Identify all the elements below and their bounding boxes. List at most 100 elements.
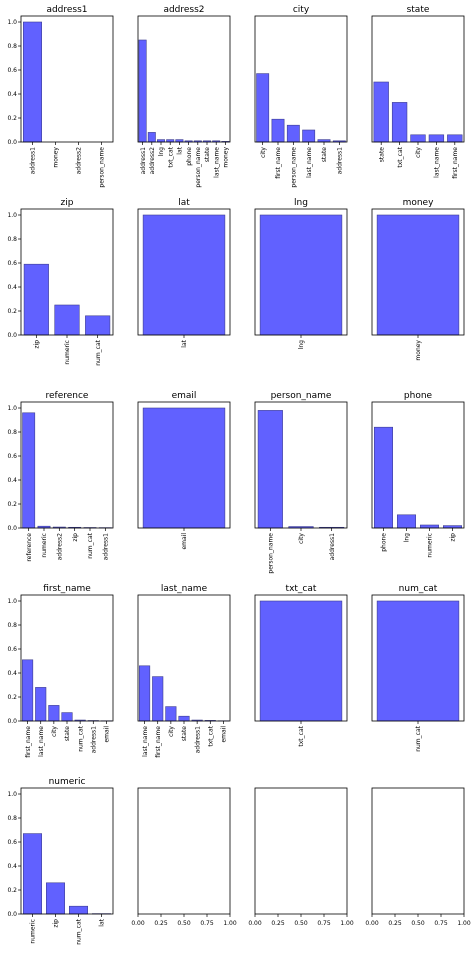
x-tick-label: txt_cat: [167, 146, 174, 167]
subplot-title: numeric: [49, 777, 86, 787]
y-tick-label: 1.0: [7, 212, 17, 219]
x-tick-label: address1: [140, 147, 147, 175]
x-tick-label: numeric: [41, 533, 48, 558]
bar-city: [48, 705, 60, 722]
bar-numeric: [419, 524, 439, 529]
x-tick-label: 0.50: [294, 920, 308, 927]
x-tick-label: state: [204, 147, 211, 163]
x-tick-label: city: [168, 726, 175, 737]
plot-frame: [254, 594, 348, 722]
x-tick-label: lng: [158, 147, 165, 156]
x-tick-label: reference: [26, 533, 33, 562]
subplot-state: state state txt_cat city last_name first_name: [371, 5, 465, 179]
bar-zip: [23, 263, 49, 336]
bar-last_name: [139, 665, 151, 722]
plot-frame: [20, 208, 114, 336]
plot-frame: [137, 208, 231, 336]
x-tick-label: num_cat: [415, 725, 422, 751]
x-tick-label: address2: [149, 147, 156, 175]
subplot-money: money money: [371, 198, 465, 361]
subplot-txt_cat: txt_cat txt_cat: [254, 584, 348, 747]
bar-last_name: [428, 134, 445, 143]
x-tick-label: city: [51, 726, 58, 737]
bar-first_name: [271, 118, 285, 143]
x-tick-label: txt_cat: [207, 725, 214, 746]
bar-email: [142, 407, 226, 529]
x-tick-label: email: [181, 533, 188, 550]
x-tick-label: 0.00: [131, 920, 145, 927]
bar-reference: [22, 412, 36, 529]
x-tick-label: zip: [53, 919, 60, 928]
x-tick-label: state: [64, 726, 71, 742]
subplot-email: email email: [137, 391, 231, 550]
x-tick-label: 0.75: [434, 920, 448, 927]
plot-frame: [20, 594, 114, 722]
x-tick-label: 1.00: [340, 920, 354, 927]
x-tick-label: city: [415, 147, 422, 158]
subplot-empty-17: 0.00 0.25 0.50 0.75 1.00: [131, 787, 237, 927]
x-tick-label: txt_cat: [397, 146, 404, 167]
subplot-phone: phone phone lng numeric zip: [371, 391, 465, 558]
x-tick-label: lng: [298, 340, 305, 349]
subplot-empty-19: 0.00 0.25 0.50 0.75 1.00: [365, 787, 471, 927]
x-tick-label: last_name: [142, 726, 149, 757]
subplot-city: city city first_name person_name last_name st…: [254, 5, 348, 188]
x-tick-label: person_name: [99, 147, 106, 188]
x-tick-label: num_cat: [77, 725, 84, 751]
y-tick-label: 0.4: [7, 284, 17, 291]
bar-last_name: [35, 687, 47, 722]
x-tick-label: address2: [57, 533, 64, 561]
x-tick-label: last_name: [38, 726, 45, 757]
x-tick-label: 0.75: [200, 920, 214, 927]
bar-city: [256, 73, 270, 143]
subplot-title: reference: [46, 391, 89, 401]
y-tick-label: 0.2: [7, 887, 17, 894]
bar-numeric: [22, 833, 42, 915]
y-tick-label: 1.0: [7, 598, 17, 605]
y-tick-label: 1.0: [7, 791, 17, 798]
subplot-title: address1: [46, 5, 87, 15]
y-tick-label: 0.4: [7, 863, 17, 870]
x-tick-label: address1: [194, 726, 201, 754]
subplot-lng: lng lng: [254, 198, 348, 349]
bar-txt_cat: [391, 102, 408, 143]
x-tick-label: state: [321, 147, 328, 163]
subplot-title: lat: [178, 198, 190, 208]
x-tick-label: 0.25: [388, 920, 402, 927]
x-tick-label: money: [223, 147, 230, 168]
plot-frame: [254, 208, 348, 336]
subplot-title: state: [407, 5, 430, 15]
subplot-title: city: [293, 5, 310, 15]
bar-person_name: [286, 124, 300, 143]
subplot-title: num_cat: [399, 584, 438, 594]
plot-frame: [371, 594, 465, 722]
bar-phone: [373, 426, 393, 529]
bar-money: [376, 214, 460, 336]
x-tick-label: first_name: [452, 147, 459, 179]
y-tick-label: 0.4: [7, 91, 17, 98]
subplot-address1: address1 address1 money address2 person_name…: [7, 5, 114, 188]
y-tick-label: 1.0: [7, 19, 17, 26]
y-tick-label: 0.0: [7, 911, 17, 918]
plot-frame: [137, 401, 231, 529]
bar-lng: [396, 514, 416, 529]
subplot-title: last_name: [161, 584, 208, 594]
plot-frame: [20, 401, 114, 529]
subplot-title: money: [403, 198, 435, 208]
subplot-num_cat: num_cat num_cat: [371, 584, 465, 752]
x-tick-label: last_name: [213, 147, 220, 178]
bar-address1: [22, 21, 42, 143]
y-tick-label: 0.8: [7, 43, 17, 50]
bar-state: [178, 715, 190, 722]
x-tick-label: numeric: [427, 533, 434, 558]
plot-frame: [254, 401, 348, 529]
x-tick-label: first_name: [25, 726, 32, 758]
subplot-empty-18: 0.00 0.25 0.50 0.75 1.00: [248, 787, 354, 927]
x-tick-label: person_name: [291, 147, 298, 188]
y-tick-label: 0.2: [7, 308, 17, 315]
plot-frame: [137, 15, 231, 143]
subplot-title: txt_cat: [286, 584, 317, 594]
bar-address1: [138, 39, 147, 143]
x-tick-label: num_cat: [87, 532, 94, 558]
